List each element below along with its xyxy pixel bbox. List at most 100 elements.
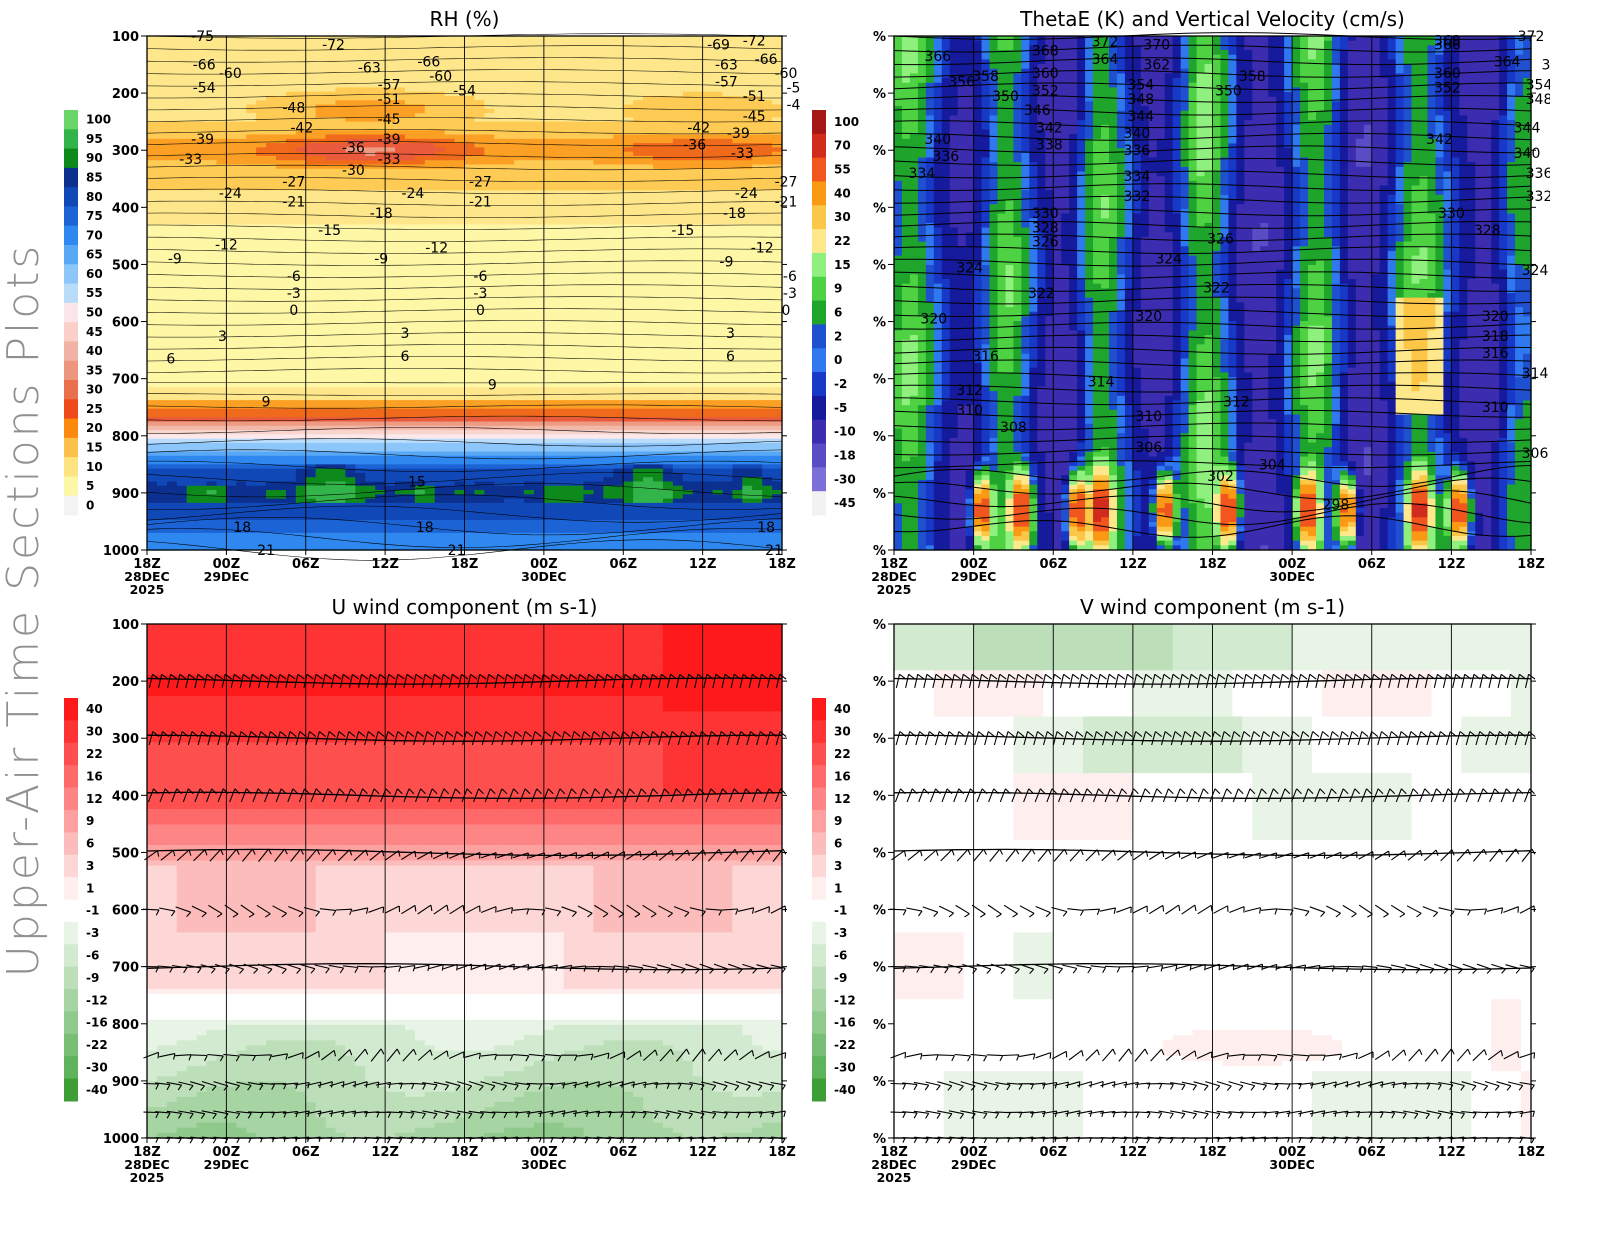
field-cell xyxy=(216,305,227,311)
field-cell xyxy=(335,190,347,196)
field-cell xyxy=(156,520,168,525)
field-cell xyxy=(285,288,297,294)
field-cell xyxy=(166,237,178,243)
field-cell xyxy=(434,447,446,453)
field-cell xyxy=(266,293,277,298)
field-cell xyxy=(395,417,406,423)
field-cell xyxy=(474,412,485,418)
field-cell xyxy=(404,404,416,410)
field-cell xyxy=(156,190,168,196)
field-cell xyxy=(355,365,366,371)
field-cell xyxy=(524,502,535,508)
field-cell xyxy=(464,408,476,414)
field-cell xyxy=(256,36,267,41)
field-cell xyxy=(147,455,158,461)
field-cell xyxy=(444,241,456,247)
field-cell xyxy=(246,254,257,260)
field-cell xyxy=(345,520,356,525)
field-cell xyxy=(355,237,366,243)
field-cell xyxy=(424,36,436,41)
field-cell xyxy=(474,108,485,114)
field-cell xyxy=(444,301,456,307)
field-cell xyxy=(285,425,297,431)
field-cell xyxy=(395,254,406,260)
field-cell xyxy=(543,125,555,131)
field-cell xyxy=(424,541,436,547)
field-cell xyxy=(156,237,168,243)
field-cell xyxy=(315,48,327,54)
field-cell xyxy=(305,314,317,320)
field-cell xyxy=(385,74,396,80)
field-cell xyxy=(166,524,178,530)
field-cell xyxy=(474,532,485,538)
field-cell xyxy=(345,537,356,543)
field-cell xyxy=(275,293,287,298)
field-cell xyxy=(434,138,446,144)
field-cell xyxy=(424,250,436,256)
field-cell xyxy=(464,460,476,465)
field-cell xyxy=(395,425,406,431)
field-cell xyxy=(375,408,386,414)
field-cell xyxy=(524,284,535,290)
field-cell xyxy=(315,160,327,166)
field-cell xyxy=(256,168,267,174)
field-cell xyxy=(514,160,525,166)
field-cell xyxy=(375,293,386,298)
field-cell xyxy=(375,241,386,247)
field-cell xyxy=(533,502,545,508)
field-cell xyxy=(365,524,376,530)
field-cell xyxy=(414,327,426,333)
field-cell xyxy=(196,280,208,286)
field-cell xyxy=(325,198,337,204)
field-cell xyxy=(524,130,535,136)
field-cell xyxy=(543,391,555,397)
field-cell xyxy=(335,404,347,410)
field-cell xyxy=(375,108,386,114)
field-cell xyxy=(206,314,218,320)
field-cell xyxy=(226,87,237,93)
field-cell xyxy=(315,233,327,238)
field-cell xyxy=(176,335,188,341)
field-cell xyxy=(533,254,545,260)
field-cell xyxy=(355,532,366,538)
field-cell xyxy=(543,250,555,256)
field-cell xyxy=(464,348,476,354)
field-cell xyxy=(266,361,277,367)
field-cell xyxy=(434,468,446,474)
field-cell xyxy=(156,233,168,238)
field-cell xyxy=(524,387,535,393)
field-cell xyxy=(504,352,515,358)
field-cell xyxy=(246,267,257,273)
field-cell xyxy=(524,537,535,543)
field-cell xyxy=(395,121,406,127)
field-cell xyxy=(504,288,515,294)
field-cell xyxy=(444,365,456,371)
field-cell xyxy=(216,293,227,298)
field-cell xyxy=(533,335,545,341)
field-cell xyxy=(434,344,446,350)
field-cell xyxy=(504,357,515,363)
field-cell xyxy=(365,173,376,178)
field-cell xyxy=(186,74,198,80)
field-cell xyxy=(553,143,565,148)
field-cell xyxy=(285,404,297,410)
field-cell xyxy=(266,48,277,54)
field-cell xyxy=(365,412,376,418)
field-cell xyxy=(504,263,515,268)
field-cell xyxy=(464,498,476,504)
field-cell xyxy=(196,263,208,268)
field-cell xyxy=(246,95,257,101)
field-cell xyxy=(533,370,545,375)
field-cell xyxy=(295,520,307,525)
field-cell xyxy=(375,468,386,474)
field-cell xyxy=(176,134,188,140)
field-cell xyxy=(375,61,386,67)
field-cell xyxy=(295,241,307,247)
field-cell xyxy=(524,147,535,153)
field-cell xyxy=(514,357,525,363)
field-cell xyxy=(196,498,208,504)
field-cell xyxy=(414,190,426,196)
field-cell xyxy=(414,271,426,277)
field-cell xyxy=(553,271,565,277)
field-cell xyxy=(166,143,178,148)
